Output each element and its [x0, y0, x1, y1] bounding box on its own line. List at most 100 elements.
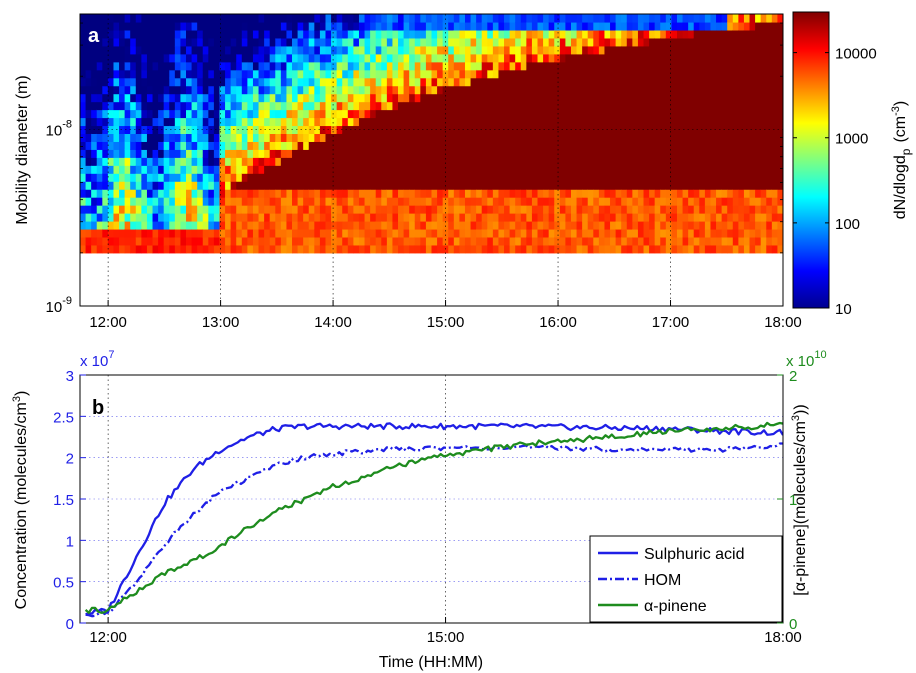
heatmap-cell	[420, 173, 427, 182]
heatmap-cell	[314, 173, 321, 182]
heatmap-cell	[543, 85, 550, 95]
heatmap-cell	[665, 29, 673, 39]
heatmap-cell	[704, 45, 712, 55]
heatmap-cell	[492, 165, 500, 174]
heatmap-cell	[565, 101, 572, 111]
heatmap-cell	[621, 133, 628, 142]
heatmap-cell	[448, 53, 455, 63]
heatmap-cell	[442, 117, 449, 127]
heatmap-cell	[381, 53, 388, 63]
heatmap-cell	[314, 85, 321, 95]
heatmap-cell	[158, 101, 165, 111]
heatmap-cell	[693, 236, 700, 246]
heatmap-cell	[213, 213, 221, 222]
heatmap-cell	[716, 205, 723, 214]
heatmap-cell	[559, 181, 567, 190]
heatmap-cell	[124, 228, 131, 238]
heatmap-cell	[760, 189, 767, 198]
heatmap-cell	[548, 189, 555, 198]
panel-b-right-y-axis-label: [α-pinene](molecules/cm3))	[790, 404, 809, 595]
heatmap-cell	[347, 61, 354, 71]
heatmap-cell	[554, 77, 561, 87]
heatmap-cell	[437, 213, 444, 222]
heatmap-cell	[347, 77, 354, 87]
heatmap-cell	[448, 14, 455, 23]
heatmap-cell	[498, 29, 505, 39]
heatmap-cell	[331, 77, 338, 87]
heatmap-cell	[319, 69, 327, 79]
heatmap-cell	[738, 77, 745, 87]
heatmap-cell	[716, 236, 723, 246]
heatmap-cell	[492, 181, 500, 190]
heatmap-cell	[766, 29, 773, 39]
heatmap-cell	[370, 101, 377, 111]
heatmap-cell	[548, 149, 555, 158]
heatmap-cell	[453, 157, 460, 166]
heatmap-cell	[403, 45, 410, 55]
heatmap-cell	[331, 197, 338, 206]
heatmap-cell	[682, 213, 689, 222]
heatmap-cell	[219, 37, 226, 47]
heatmap-cell	[699, 189, 706, 198]
heatmap-cell	[448, 244, 455, 254]
heatmap-cell	[487, 53, 494, 63]
heatmap-cell	[414, 45, 421, 55]
heatmap-cell	[699, 109, 706, 119]
heatmap-cell	[130, 61, 137, 71]
heatmap-cell	[515, 236, 522, 246]
heatmap-cell	[358, 197, 366, 206]
heatmap-cell	[386, 220, 394, 230]
heatmap-cell	[252, 205, 260, 214]
heatmap-cell	[554, 205, 561, 214]
heatmap-cell	[660, 29, 667, 39]
heatmap-cell	[186, 14, 193, 23]
heatmap-cell	[504, 85, 511, 95]
heatmap-cell	[777, 45, 783, 55]
heatmap-cell	[358, 141, 366, 150]
heatmap-cell	[314, 101, 321, 111]
heatmap-cell	[587, 117, 594, 127]
heatmap-cell	[437, 141, 444, 150]
heatmap-cell	[688, 45, 695, 55]
heatmap-cell	[336, 157, 343, 166]
heatmap-cell	[331, 189, 338, 198]
heatmap-cell	[85, 53, 92, 63]
heatmap-cell	[760, 125, 767, 135]
heatmap-cell	[520, 77, 527, 87]
heatmap-cell	[331, 21, 338, 31]
heatmap-cell	[699, 14, 706, 23]
heatmap-cell	[386, 45, 394, 55]
heatmap-cell	[559, 213, 567, 222]
heatmap-cell	[230, 85, 237, 95]
heatmap-cell	[275, 77, 282, 87]
heatmap-cell	[381, 149, 388, 158]
heatmap-cell	[665, 165, 673, 174]
heatmap-cell	[682, 125, 689, 135]
heatmap-cell	[777, 189, 783, 198]
heatmap-cell	[448, 213, 455, 222]
heatmap-cell	[654, 244, 661, 254]
heatmap-cell	[498, 173, 505, 182]
heatmap-cell	[403, 109, 410, 119]
heatmap-cell	[319, 197, 327, 206]
heatmap-cell	[213, 69, 221, 79]
heatmap-cell	[96, 21, 103, 31]
heatmap-cell	[85, 61, 92, 71]
heatmap-cell	[632, 165, 639, 174]
heatmap-cell	[704, 125, 712, 135]
heatmap-cell	[716, 189, 723, 198]
heatmap-cell	[716, 228, 723, 238]
heatmap-cell	[241, 117, 248, 127]
heatmap-cell	[615, 77, 622, 87]
heatmap-cell	[292, 141, 299, 150]
heatmap-cell	[749, 244, 756, 254]
heatmap-cell	[197, 29, 204, 39]
heatmap-cell	[654, 85, 661, 95]
heatmap-cell	[370, 45, 377, 55]
heatmap-cell	[219, 69, 226, 79]
heatmap-cell	[487, 14, 494, 23]
heatmap-cell	[682, 109, 689, 119]
heatmap-cell	[219, 141, 226, 150]
heatmap-cell	[688, 220, 695, 230]
heatmap-cell	[141, 149, 148, 158]
